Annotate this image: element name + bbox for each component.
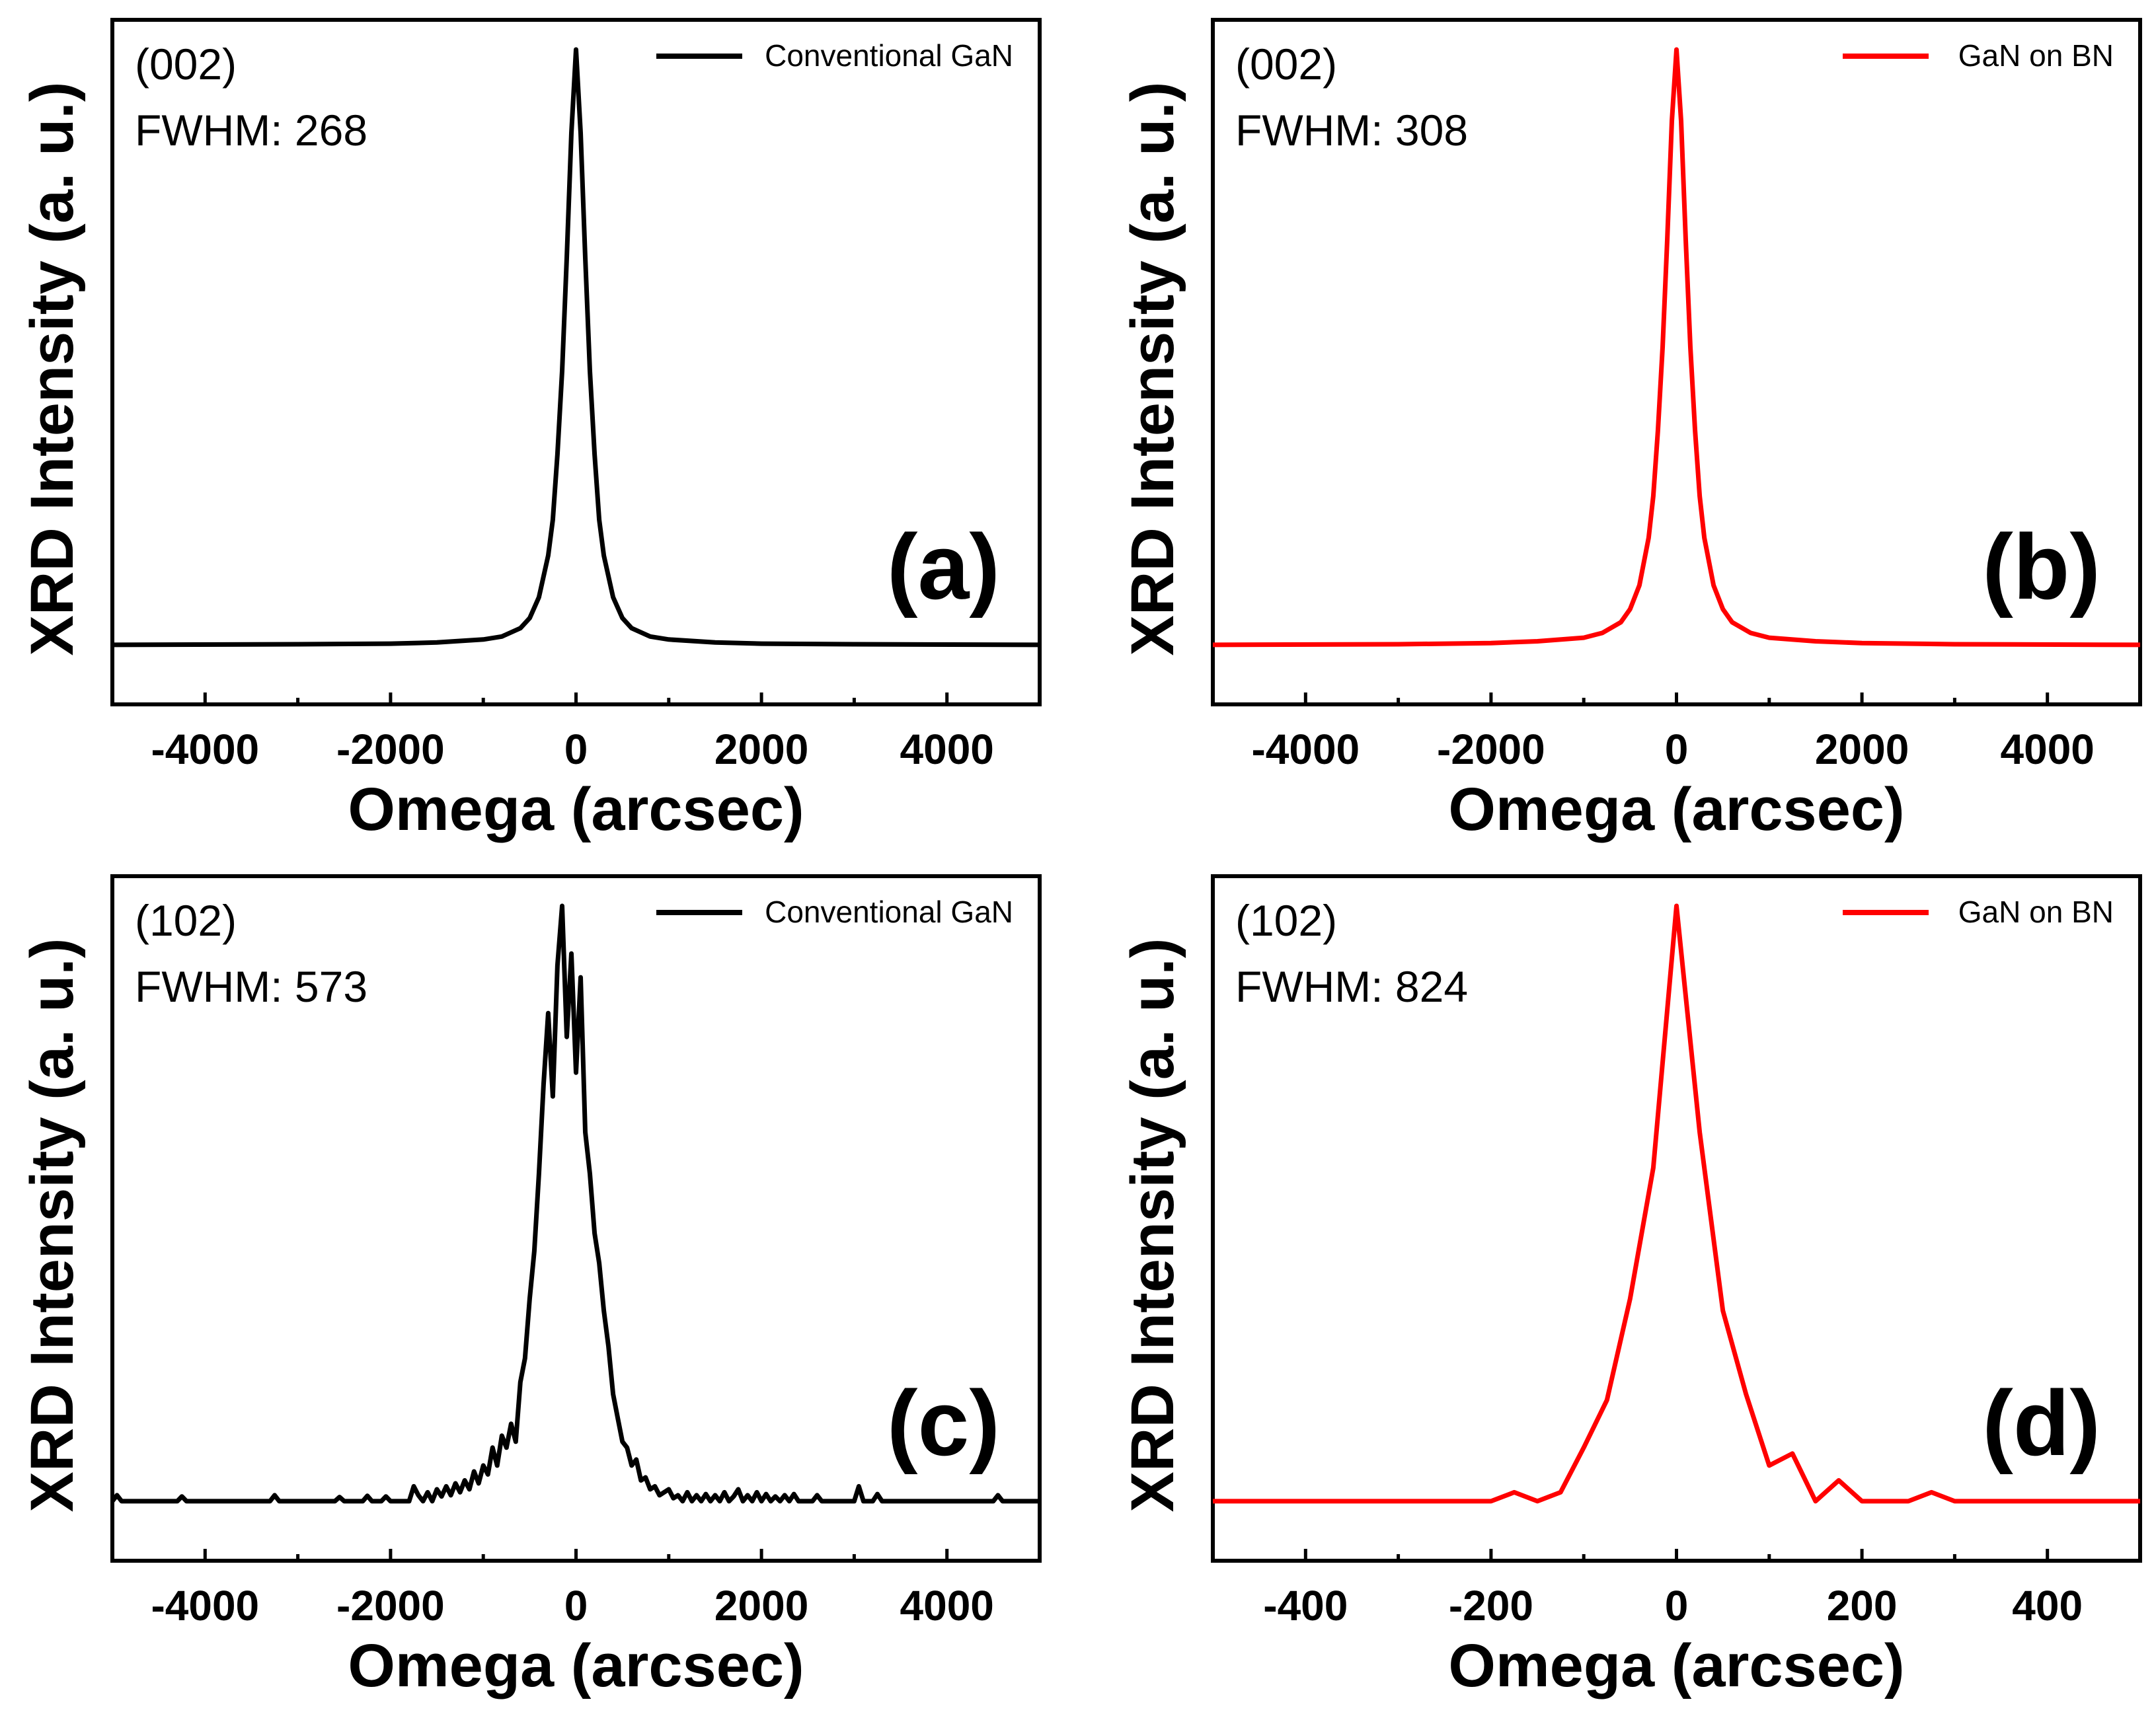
x-tick-label: 4000 <box>2001 726 2095 773</box>
legend-text: Conventional GaN <box>765 38 1013 73</box>
y-axis-label: XRD Intensity (a. u.) <box>19 938 86 1513</box>
panel-b: -4000 -2000 0 2000 4000 Omega (arcsec) XRD Int… <box>1119 18 2142 843</box>
x-tick-label: 0 <box>1665 726 1689 773</box>
x-axis-label: Omega (arcsec) <box>1448 776 1904 843</box>
x-tick-label: -2000 <box>336 726 445 773</box>
x-tick-label: -400 <box>1263 1582 1348 1629</box>
x-tick-label: 4000 <box>900 1582 994 1629</box>
x-tick-label: 0 <box>1665 1582 1689 1629</box>
reflection-label: (102) <box>1235 896 1337 945</box>
y-axis-label: XRD Intensity (a. u.) <box>19 82 86 656</box>
series-line <box>1213 47 2140 648</box>
panel-a: -4000 -2000 0 2000 4000 Omega (arcsec) XRD Int… <box>19 18 1042 843</box>
panel-label: (a) <box>887 515 1000 618</box>
legend-text: Conventional GaN <box>765 895 1013 929</box>
panel-label: (b) <box>1982 515 2100 618</box>
series-line <box>112 903 1040 1504</box>
x-tick-label: -4000 <box>151 1582 259 1629</box>
x-tick-label: 200 <box>1827 1582 1898 1629</box>
x-axis-label: Omega (arcsec) <box>1448 1632 1904 1699</box>
x-tick-label: -4000 <box>1251 726 1360 773</box>
legend-text: GaN on BN <box>1958 38 2114 73</box>
x-tick-label: 2000 <box>714 726 808 773</box>
panel-c: -4000 -2000 0 2000 4000 Omega (arcsec) XRD Int… <box>19 874 1042 1699</box>
x-axis-label: Omega (arcsec) <box>348 776 804 843</box>
fwhm-label: FWHM: 573 <box>135 962 367 1011</box>
x-tick-label: 0 <box>564 1582 588 1629</box>
x-tick-label: -2000 <box>1437 726 1545 773</box>
x-tick-label: -4000 <box>151 726 259 773</box>
reflection-label: (102) <box>135 896 237 945</box>
x-tick-label: -200 <box>1449 1582 1533 1629</box>
fwhm-label: FWHM: 824 <box>1235 962 1468 1011</box>
reflection-label: (002) <box>135 40 237 89</box>
panel-label: (c) <box>887 1371 1000 1475</box>
legend-text: GaN on BN <box>1958 895 2114 929</box>
x-axis-label: Omega (arcsec) <box>348 1632 804 1699</box>
panel-d: -400 -200 0 200 400 Omega (arcsec) XRD Intensi… <box>1119 874 2142 1699</box>
x-tick-label: 4000 <box>900 726 994 773</box>
x-tick-label: 2000 <box>714 1582 808 1629</box>
fwhm-label: FWHM: 308 <box>1235 106 1468 155</box>
y-axis-label: XRD Intensity (a. u.) <box>1119 82 1186 656</box>
y-axis-label: XRD Intensity (a. u.) <box>1119 938 1186 1513</box>
panel-label: (d) <box>1982 1371 2100 1475</box>
series-line <box>112 47 1040 648</box>
reflection-label: (002) <box>1235 40 1337 89</box>
x-tick-label: -2000 <box>336 1582 445 1629</box>
x-tick-label: 2000 <box>1815 726 1909 773</box>
x-tick-label: 0 <box>564 726 588 773</box>
fwhm-label: FWHM: 268 <box>135 106 367 155</box>
series-line <box>1213 903 2140 1504</box>
x-tick-label: 400 <box>2012 1582 2083 1629</box>
